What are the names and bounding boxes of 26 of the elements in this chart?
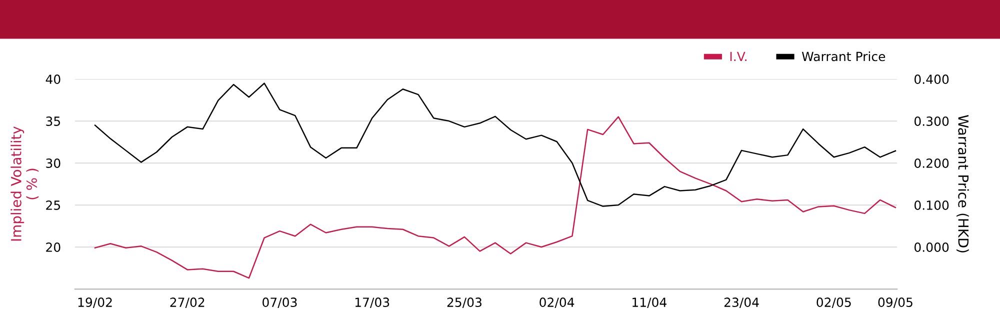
x-tick-label: 27/02 (170, 298, 204, 308)
y2-tick-label: 0.300 (914, 116, 949, 126)
line-series (94, 116, 896, 279)
y-tick-label: 35 (46, 116, 60, 126)
y-tick-label: 30 (46, 158, 60, 168)
x-tick-label: 07/03 (262, 298, 297, 308)
x-tick-label: 02/04 (540, 298, 574, 308)
line-series (94, 82, 896, 207)
y-tick-label: 25 (46, 200, 60, 210)
y2-tick-label: 0.400 (914, 74, 949, 84)
y2-tick-label: 0.100 (914, 200, 949, 210)
x-tick-label: 17/03 (355, 298, 390, 308)
x-tick-label: 09/05 (878, 298, 912, 308)
y2-axis-title: Warrant Price (HKD) (956, 114, 969, 252)
x-tick-label: 11/04 (632, 298, 666, 308)
legend-label: I.V. (730, 52, 746, 62)
legend-label: Warrant Price (802, 52, 886, 62)
y-tick-label: 20 (46, 242, 60, 252)
x-tick-label: 02/05 (816, 298, 851, 308)
y-tick-label: 40 (46, 74, 60, 84)
y2-tick-label: 0.000 (914, 242, 949, 252)
y2-tick-label: 0.200 (914, 158, 949, 168)
y-axis-title: Implied Volatility ( % ) (10, 126, 39, 241)
x-tick-label: 23/04 (724, 298, 759, 308)
x-tick-label: 25/03 (447, 298, 482, 308)
x-tick-label: 19/02 (78, 298, 112, 308)
